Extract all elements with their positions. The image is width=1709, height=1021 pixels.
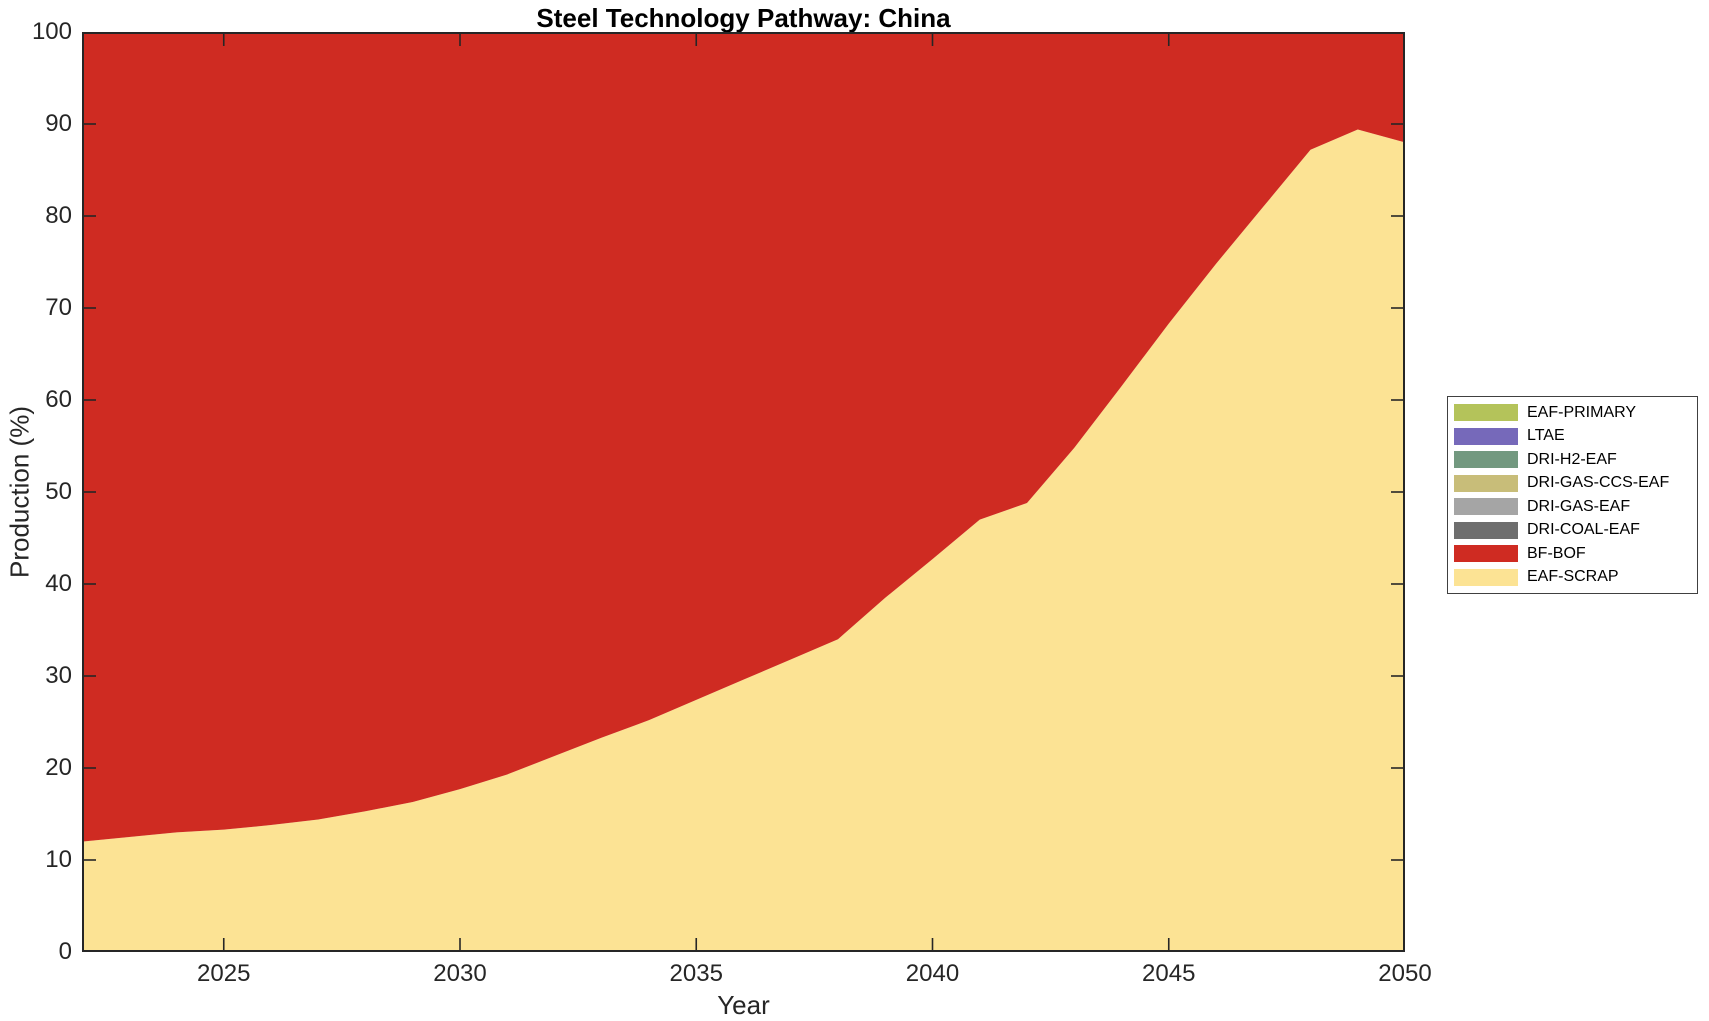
y-tick-label: 30 xyxy=(45,662,72,689)
y-tick-label: 70 xyxy=(45,294,72,321)
legend-row-eaf-scrap: EAF-SCRAP xyxy=(1448,566,1697,588)
legend-label: LTAE xyxy=(1527,427,1565,445)
legend-swatch-icon xyxy=(1454,498,1518,516)
legend-label: EAF-SCRAP xyxy=(1527,568,1619,586)
legend-label: EAF-PRIMARY xyxy=(1527,403,1637,421)
x-axis-label: Year xyxy=(717,990,770,1020)
legend-swatch-icon xyxy=(1454,474,1518,492)
legend-row-dri-gas-eaf: DRI-GAS-EAF xyxy=(1448,496,1697,518)
legend-row-bf-bof: BF-BOF xyxy=(1448,543,1697,565)
y-tick-label: 0 xyxy=(58,938,72,965)
y-tick-label: 40 xyxy=(45,570,72,597)
y-tick-label: 60 xyxy=(45,386,72,413)
x-tick-label: 2035 xyxy=(669,960,723,987)
area-eaf-scrap xyxy=(82,129,1405,952)
y-tick-label: 80 xyxy=(45,202,72,229)
x-tick-label: 2025 xyxy=(197,960,251,987)
legend-row-eaf-primary: EAF-PRIMARY xyxy=(1448,402,1697,424)
chart-title: Steel Technology Pathway: China xyxy=(536,3,951,33)
area-bf-bof xyxy=(82,32,1405,842)
legend-swatch-icon xyxy=(1454,568,1518,586)
plot-border xyxy=(82,32,1405,952)
legend-row-dri-coal-eaf: DRI-COAL-EAF xyxy=(1448,519,1697,541)
x-tick-label: 2040 xyxy=(905,960,960,987)
y-tick-label: 50 xyxy=(45,478,72,505)
legend-row-dri-gas-ccs-eaf: DRI-GAS-CCS-EAF xyxy=(1448,472,1697,494)
legend: EAF-PRIMARY LTAE DRI-H2-EAF DRI-GAS-CCS-EAF… xyxy=(1447,396,1698,594)
legend-row-ltae: LTAE xyxy=(1448,425,1697,447)
x-tick-label: 2050 xyxy=(1378,960,1432,987)
y-tick-label: 100 xyxy=(31,18,72,45)
legend-label: DRI-H2-EAF xyxy=(1527,450,1617,468)
plot-area xyxy=(82,32,1405,952)
legend-swatch-icon xyxy=(1454,404,1518,422)
legend-row-dri-h2-eaf: DRI-H2-EAF xyxy=(1448,449,1697,471)
legend-swatch-icon xyxy=(1454,427,1518,445)
y-tick-label: 20 xyxy=(45,754,72,781)
legend-label: BF-BOF xyxy=(1527,544,1586,562)
legend-label: DRI-GAS-EAF xyxy=(1527,497,1631,515)
legend-swatch-icon xyxy=(1454,545,1518,563)
legend-swatch-icon xyxy=(1454,521,1518,539)
legend-swatch-icon xyxy=(1454,451,1518,469)
y-tick-label: 90 xyxy=(45,110,72,137)
x-tick-label: 2030 xyxy=(433,960,487,987)
x-tick-label: 2045 xyxy=(1142,960,1196,987)
legend-label: DRI-GAS-CCS-EAF xyxy=(1527,474,1670,492)
legend-label: DRI-COAL-EAF xyxy=(1527,521,1640,539)
y-tick-label: 10 xyxy=(45,846,72,873)
